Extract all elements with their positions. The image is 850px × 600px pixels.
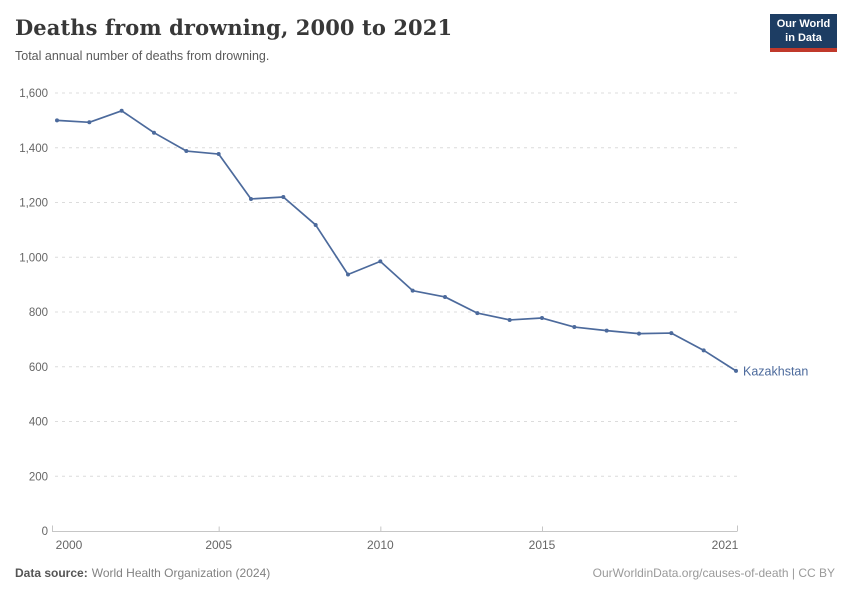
data-point-marker [313, 222, 318, 227]
data-point-marker [281, 195, 286, 200]
data-point-marker [637, 331, 641, 336]
y-axis-tick-label: 1,200 [19, 198, 48, 210]
y-axis-tick-label: 1,000 [19, 252, 48, 264]
x-axis-tick-label: 2021 [712, 538, 739, 552]
x-axis-tick-label: 2000 [56, 538, 83, 552]
data-source-note: Data source: World Health Organization (2… [15, 566, 270, 581]
data-point-marker [346, 272, 350, 277]
data-point-marker [604, 328, 609, 333]
data-point-marker [734, 368, 738, 373]
data-point-marker [119, 108, 124, 113]
y-axis-tick-label: 600 [29, 362, 48, 374]
data-point-marker [216, 152, 221, 157]
y-axis-tick-label: 1,600 [19, 88, 48, 100]
y-axis-tick-label: 400 [29, 417, 48, 429]
owid-logo: Our World in Data [770, 14, 837, 52]
data-point-marker [55, 118, 59, 123]
data-point-marker [572, 325, 577, 330]
data-point-marker [184, 149, 189, 154]
chart-footer: Data source: World Health Organization (2… [15, 566, 835, 581]
data-point-marker [249, 196, 253, 201]
series-label-kazakhstan: Kazakhstan [743, 364, 808, 378]
chart-subtitle: Total annual number of deaths from drown… [15, 49, 270, 63]
x-axis-tick-label: 2015 [529, 538, 556, 552]
owid-logo-line1: Our World [776, 18, 831, 30]
license-note: OurWorldinData.org/causes-of-death | CC … [592, 566, 835, 580]
line-series-kazakhstan [56, 109, 737, 372]
y-axis-tick-label: 1,400 [19, 143, 48, 155]
data-source-value: World Health Organization (2024) [91, 566, 271, 580]
data-point-marker [87, 120, 92, 125]
data-point-marker [669, 331, 674, 336]
data-point-marker [152, 130, 156, 135]
data-point-marker [410, 288, 415, 293]
y-axis-tick-label: 800 [29, 307, 48, 319]
page-title: Deaths from drowning, 2000 to 2021 [15, 15, 453, 40]
data-point-marker [540, 316, 544, 321]
y-axis-tick-label: 0 [42, 526, 48, 538]
owid-logo-accent-bar [770, 48, 837, 52]
data-point-marker [475, 311, 480, 316]
x-axis-tick-label: 2010 [367, 538, 394, 552]
x-axis-tick-label: 2005 [205, 538, 232, 552]
data-point-marker [443, 294, 447, 299]
data-point-marker [701, 348, 706, 353]
data-point-marker [507, 317, 512, 322]
owid-logo-text: Our World in Data [770, 14, 837, 48]
data-source-label: Data source: [15, 566, 88, 580]
data-point-marker [378, 259, 383, 264]
y-axis-tick-label: 200 [29, 471, 48, 483]
owid-logo-line2: in Data [785, 31, 822, 44]
